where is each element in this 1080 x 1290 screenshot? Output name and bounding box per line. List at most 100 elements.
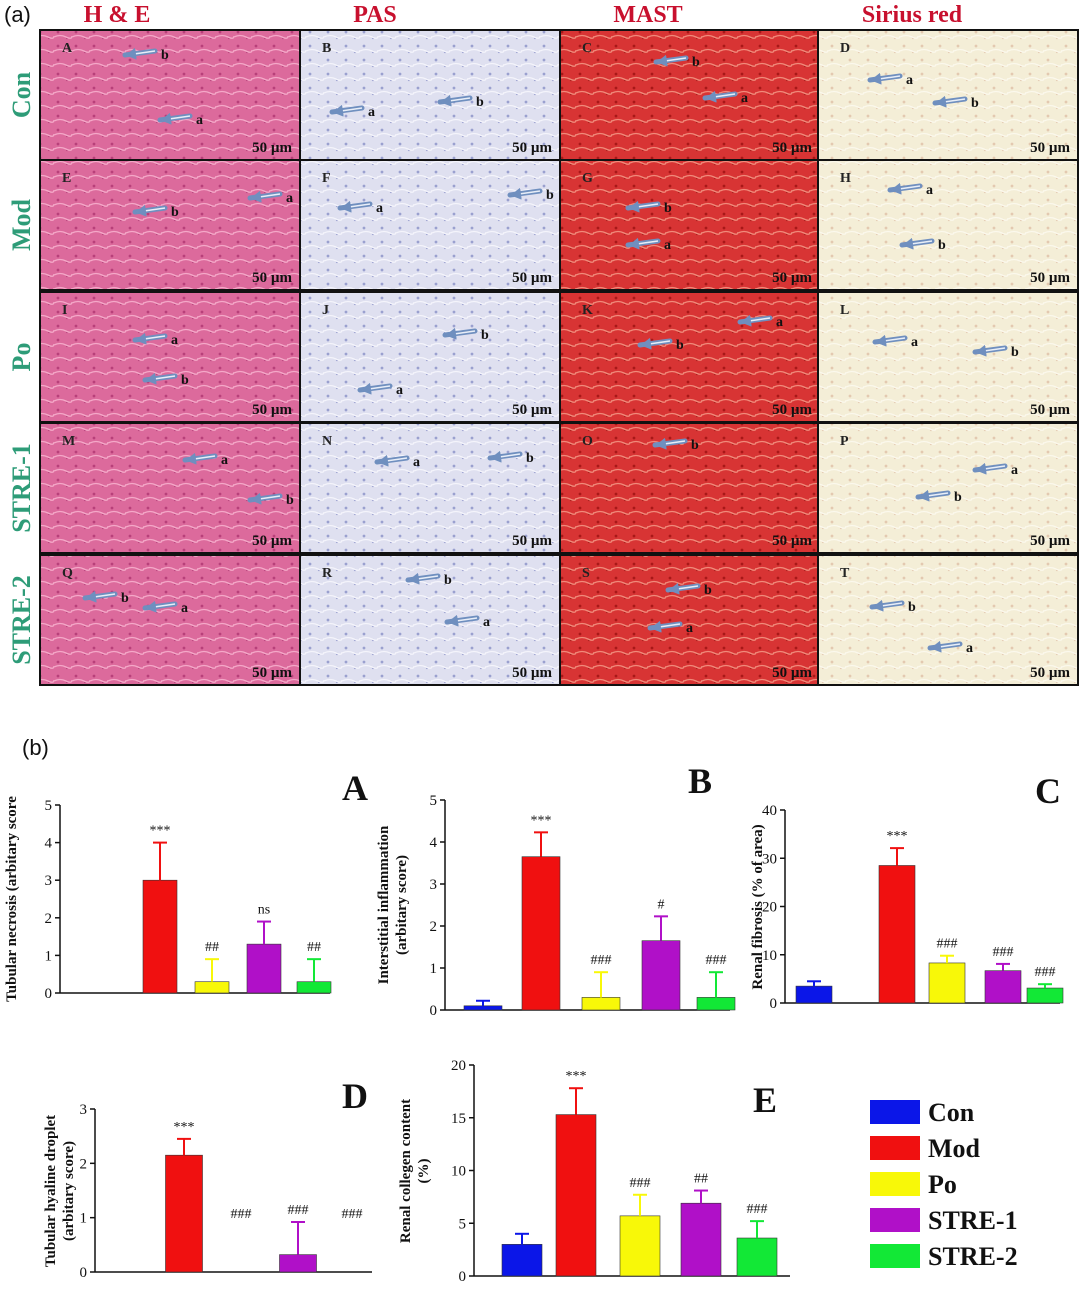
tile-letter: M [62,434,75,449]
arrow-label: b [476,95,484,110]
scale-bar-label: 50 µm [252,533,292,549]
significance-label: *** [887,829,908,844]
bar-con [501,1244,543,1277]
arrow-label: a [171,333,178,348]
arrow-label: b [954,490,962,505]
bar-charts: 0 1 2 3 4 5 *** ## ns ## Tubular necrosis (arbitar… [0,730,1080,1285]
column-title: Sirius red [862,2,963,28]
arrow-label: a [966,641,973,656]
tile-letter: O [582,434,593,449]
column-title: H & E [84,2,151,28]
bar-stre-1 [984,970,1022,1004]
y-tick-label: 5 [430,793,438,809]
scale-bar-label: 50 µm [512,665,552,681]
tile-letter: G [582,171,593,186]
y-tick-label: 3 [430,877,438,893]
arrow-label: a [368,105,375,120]
legend-label: STRE-1 [928,1206,1018,1235]
tile-letter: E [62,171,71,186]
arrow-label: b [704,583,712,598]
y-tick-label: 20 [451,1058,466,1074]
arrow-label: b [1011,345,1019,360]
y-tick-label: 5 [45,798,53,814]
y-tick-label: 0 [80,1265,88,1281]
scale-bar-label: 50 µm [252,270,292,286]
arrow-label: a [376,201,383,216]
y-tick-label: 1 [430,961,438,977]
significance-label: ## [205,940,219,955]
arrow-label: a [396,383,403,398]
y-tick-label: 4 [430,835,438,851]
row-label: Po [7,343,36,372]
histology-tile: A 50 µm b a [39,29,301,161]
y-tick-label: 10 [762,948,777,964]
arrow-label: a [413,455,420,470]
histology-tile: T 50 µm b a [817,554,1079,686]
tile-letter: L [840,303,849,318]
arrow-label: b [286,493,294,508]
tile-letter: A [62,41,73,56]
arrow-label: a [181,601,188,616]
scale-bar-label: 50 µm [1030,533,1070,549]
significance-label: # [658,897,665,912]
tile-letter: R [322,566,333,581]
arrow-label: a [286,191,293,206]
bar-con [795,985,833,1004]
histology-tile: H 50 µm a b [817,159,1079,291]
tile-letter: K [582,303,593,318]
bar-stre-2 [696,997,736,1011]
scale-bar-label: 50 µm [512,402,552,418]
bar-po [928,962,966,1004]
scale-bar-label: 50 µm [512,533,552,549]
tile-letter: H [840,171,851,186]
significance-label: ### [747,1202,768,1217]
arrow-label: a [926,183,933,198]
significance-label: ### [630,1176,651,1191]
legend-swatch [870,1244,920,1268]
row-label: STRE-2 [7,575,36,665]
histology-tile: O 50 µm b [559,422,821,554]
histology-tile: J 50 µm b a [299,291,561,423]
bar-mod [555,1114,597,1277]
significance-label: ## [307,940,321,955]
histology-tile: D 50 µm a b [817,29,1079,161]
bar-mod [521,856,561,1011]
chart-panel-letter: C [1035,771,1061,811]
arrow-label: b [692,55,700,70]
chart-panel-letter: E [753,1080,777,1120]
chart-panel-letter: B [688,761,712,801]
arrow-label: b [938,238,946,253]
bar-chart-a: 0 1 2 3 4 5 *** ## ns ## Tubular necrosis (arbitar… [4,768,368,1002]
bar-chart-c: 0 10 20 30 40 *** ### ### ### Renal fibrosis (% o… [750,771,1064,1012]
y-axis-label: Tubular hyaline droplet (arbitary score) [43,1115,77,1267]
histology-grid: H & E PAS MAST Sirius red Con Mod Po STRE-1 STRE… [7,2,1079,686]
y-tick-label: 0 [770,996,778,1012]
row-label: STRE-1 [7,443,36,533]
bar-stre-2 [736,1237,778,1277]
arrow-label: b [664,201,672,216]
bar-po [194,981,230,994]
y-axis-label: Renal fibrosis (% of area) [750,824,766,989]
tile-letter: B [322,41,331,56]
panel-b-label: (b) [22,735,49,760]
y-tick-label: 1 [80,1211,88,1227]
scale-bar-label: 50 µm [1030,140,1070,156]
histology-tile: K 50 µm b a [559,291,821,423]
y-tick-label: 40 [762,803,777,819]
histology-tile: E 50 µm b a [39,159,301,291]
histology-tile: C 50 µm b a [559,29,821,161]
arrow-label: a [776,315,783,330]
scale-bar-label: 50 µm [1030,665,1070,681]
y-tick-label: 2 [45,911,53,927]
bar-charts-svg: 0 1 2 3 4 5 *** ## ns ## Tubular necrosis (arbitar… [4,761,1064,1285]
significance-label: *** [150,824,171,839]
arrow-label: a [1011,463,1018,478]
scale-bar-label: 50 µm [772,270,812,286]
y-tick-label: 20 [762,900,777,916]
arrow-label: b [171,205,179,220]
legend-swatch [870,1172,920,1196]
y-axis-label: Interstitial inflammation (arbitary score… [376,825,410,984]
significance-label: ### [342,1207,363,1222]
row-label: Mod [7,198,36,251]
scale-bar-label: 50 µm [772,140,812,156]
